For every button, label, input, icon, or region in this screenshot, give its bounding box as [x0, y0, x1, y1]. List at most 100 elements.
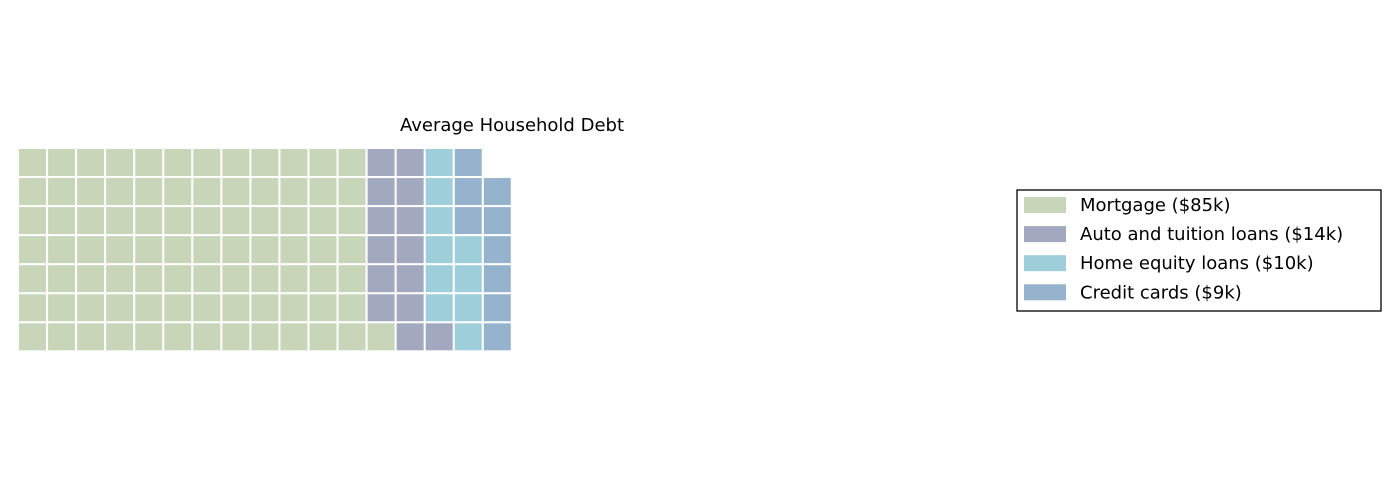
waffle-cell-series-1	[309, 236, 337, 264]
waffle-cell-series-1	[193, 265, 221, 293]
waffle-cell-series-1	[106, 149, 134, 176]
waffle-cell-series-1	[19, 294, 46, 322]
waffle-cell-series-2	[367, 294, 395, 322]
waffle-cell-series-1	[19, 178, 46, 206]
waffle-cell-series-1	[222, 265, 250, 293]
waffle-cell-series-1	[193, 178, 221, 206]
legend-label: Home equity loans ($10k)	[1080, 253, 1314, 274]
waffle-cell-series-1	[164, 294, 192, 322]
waffle-cell-series-2	[396, 149, 424, 176]
waffle-cell-series-1	[338, 236, 366, 264]
waffle-cell-series-2	[425, 323, 453, 351]
waffle-cell-series-1	[338, 323, 366, 351]
waffle-cell-series-3	[454, 323, 482, 351]
waffle-cell-series-1	[164, 178, 192, 206]
waffle-cell-series-1	[135, 207, 163, 235]
legend-label: Auto and tuition loans ($14k)	[1080, 224, 1343, 245]
waffle-cell-series-2	[396, 294, 424, 322]
waffle-cell-series-1	[48, 178, 76, 206]
waffle-cell-series-1	[251, 178, 279, 206]
waffle-cell-series-1	[106, 207, 134, 235]
waffle-cell-series-2	[396, 323, 424, 351]
waffle-cell-series-1	[19, 149, 46, 176]
waffle-cell-series-4	[483, 178, 511, 206]
waffle-cell-series-1	[193, 294, 221, 322]
waffle-cell-series-1	[77, 236, 105, 264]
waffle-cell-series-2	[396, 265, 424, 293]
waffle-cell-series-4	[483, 207, 511, 235]
waffle-cell-series-1	[135, 149, 163, 176]
waffle-cell-series-1	[77, 178, 105, 206]
waffle-cell-series-2	[396, 178, 424, 206]
legend-swatch	[1024, 255, 1066, 272]
waffle-cell-series-1	[251, 323, 279, 351]
waffle-cell-series-1	[222, 178, 250, 206]
waffle-cell-series-4	[483, 294, 511, 322]
waffle-cell-series-1	[309, 178, 337, 206]
waffle-cell-series-1	[193, 323, 221, 351]
legend-label: Credit cards ($9k)	[1080, 282, 1242, 303]
waffle-cell-series-1	[280, 149, 308, 176]
waffle-cell-series-1	[48, 294, 76, 322]
waffle-cell-series-2	[367, 149, 395, 176]
waffle-cell-series-1	[48, 207, 76, 235]
waffle-cell-series-1	[19, 265, 46, 293]
waffle-cell-series-1	[106, 323, 134, 351]
waffle-cell-series-4	[483, 236, 511, 264]
waffle-cell-series-2	[396, 207, 424, 235]
waffle-cell-series-1	[77, 294, 105, 322]
waffle-cell-series-1	[280, 207, 308, 235]
legend-label: Mortgage ($85k)	[1080, 195, 1231, 216]
waffle-cell-series-3	[454, 294, 482, 322]
chart-title: Average Household Debt	[400, 115, 624, 136]
waffle-cell-series-4	[483, 265, 511, 293]
waffle-cell-series-1	[338, 294, 366, 322]
waffle-cell-series-1	[106, 178, 134, 206]
waffle-cell-series-1	[164, 236, 192, 264]
waffle-cell-series-3	[454, 265, 482, 293]
waffle-cell-series-2	[367, 207, 395, 235]
waffle-cell-series-4	[483, 323, 511, 351]
waffle-cell-series-1	[251, 236, 279, 264]
legend-swatch	[1024, 197, 1066, 213]
waffle-cell-series-1	[251, 265, 279, 293]
waffle-cell-series-1	[135, 294, 163, 322]
waffle-cell-series-1	[309, 149, 337, 176]
waffle-cell-series-1	[106, 265, 134, 293]
waffle-cell-series-1	[222, 323, 250, 351]
waffle-cell-series-1	[280, 294, 308, 322]
waffle-cell-series-1	[135, 236, 163, 264]
waffle-cell-series-1	[193, 236, 221, 264]
waffle-cell-series-4	[454, 178, 482, 206]
waffle-cell-series-1	[19, 236, 46, 264]
waffle-cell-series-1	[309, 207, 337, 235]
waffle-cell-series-1	[338, 207, 366, 235]
waffle-cell-series-2	[367, 236, 395, 264]
waffle-cell-series-2	[367, 178, 395, 206]
waffle-cell-series-1	[222, 236, 250, 264]
waffle-cell-series-1	[280, 265, 308, 293]
waffle-cell-series-2	[367, 265, 395, 293]
waffle-cell-series-1	[338, 149, 366, 176]
waffle-cell-series-1	[135, 265, 163, 293]
waffle-cell-series-1	[48, 265, 76, 293]
waffle-cell-series-4	[454, 207, 482, 235]
waffle-cell-series-1	[164, 323, 192, 351]
waffle-cell-series-1	[48, 323, 76, 351]
waffle-cell-series-1	[77, 207, 105, 235]
waffle-cell-series-1	[251, 207, 279, 235]
waffle-cell-series-1	[309, 323, 337, 351]
waffle-cell-series-1	[280, 323, 308, 351]
legend-swatch	[1024, 226, 1066, 243]
waffle-cell-series-1	[280, 236, 308, 264]
waffle-cell-series-1	[193, 149, 221, 176]
waffle-cell-series-1	[338, 265, 366, 293]
waffle-cell-series-1	[135, 323, 163, 351]
waffle-cell-series-3	[425, 207, 453, 235]
waffle-cell-series-1	[19, 323, 46, 351]
waffle-cell-series-1	[280, 178, 308, 206]
waffle-cell-series-1	[338, 178, 366, 206]
waffle-cell-series-4	[454, 149, 482, 176]
waffle-cell-series-1	[106, 236, 134, 264]
